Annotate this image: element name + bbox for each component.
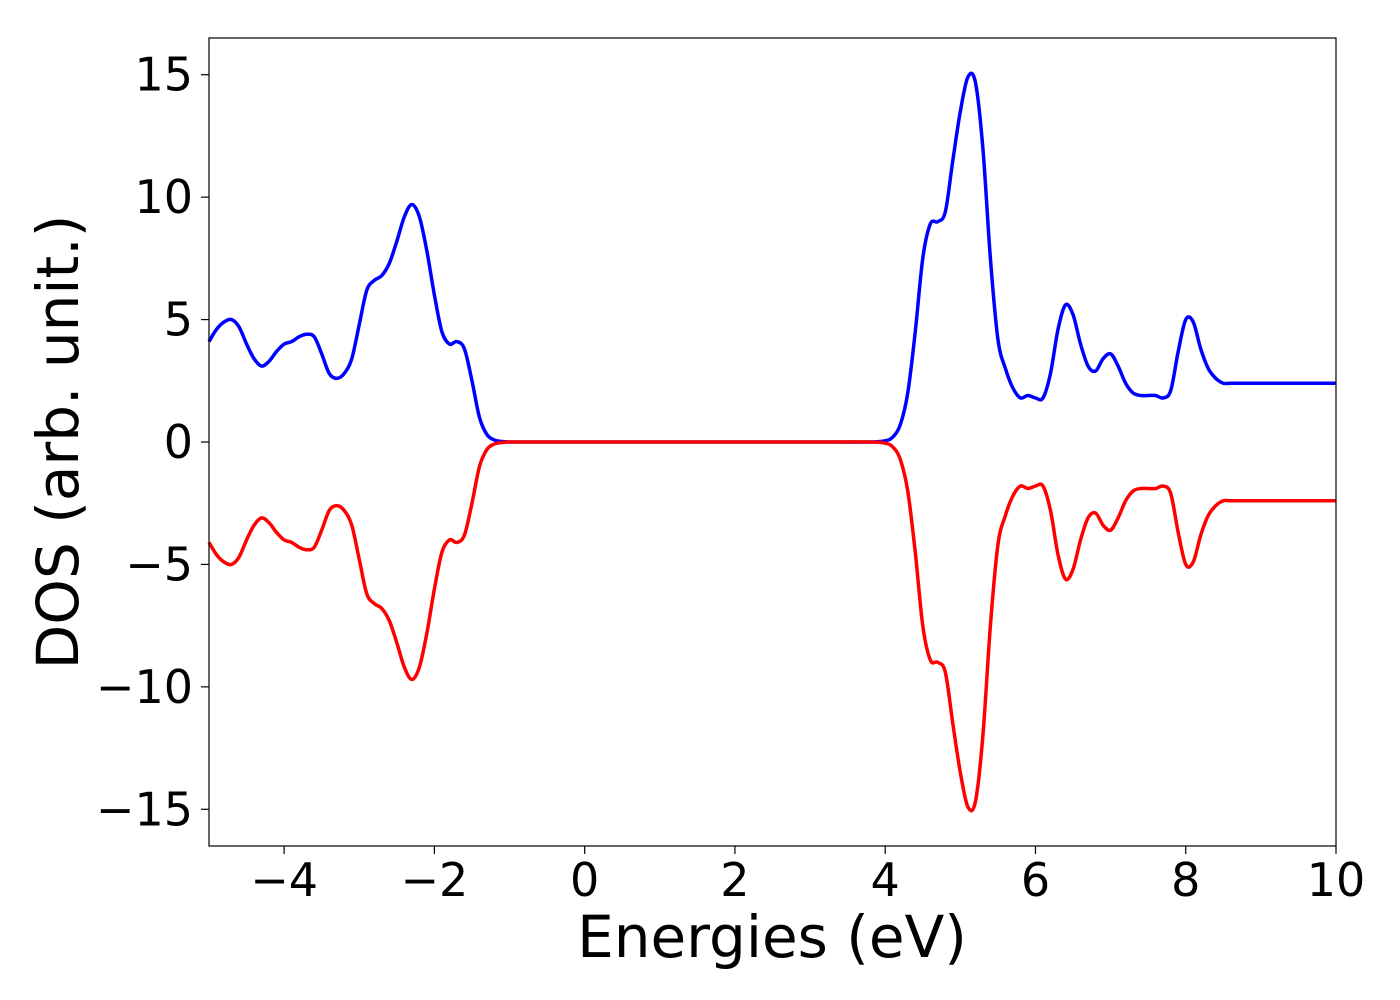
x-tick-label: 10	[1307, 853, 1366, 907]
series-layer	[207, 71, 1336, 813]
x-axis-label: Energies (eV)	[577, 903, 967, 971]
y-axis-label: DOS (arb. unit.)	[24, 215, 92, 670]
x-tick-label: 0	[570, 853, 599, 907]
x-tick-label: −2	[400, 853, 468, 907]
y-tick-label: 15	[134, 48, 193, 102]
x-tick-label: 4	[871, 853, 900, 907]
y-tick-label: 5	[164, 293, 193, 347]
x-tick-label: 8	[1171, 853, 1200, 907]
x-tick-label: 6	[1021, 853, 1050, 907]
x-axis-ticks: −4 −2 0 2 4 6 8 10	[250, 846, 1365, 907]
x-tick-label: 2	[720, 853, 749, 907]
y-tick-label: 0	[164, 415, 193, 469]
y-axis-ticks: 15 10 5 0 −5 −10 −15	[96, 48, 209, 836]
y-tick-label: −15	[96, 782, 193, 836]
y-tick-label: −10	[96, 660, 193, 714]
dos-series-line-up	[207, 71, 1336, 444]
y-tick-label: 10	[134, 170, 193, 224]
dos-series-line-down	[207, 440, 1336, 813]
x-tick-label: −4	[250, 853, 318, 907]
y-tick-label: −5	[125, 537, 193, 591]
